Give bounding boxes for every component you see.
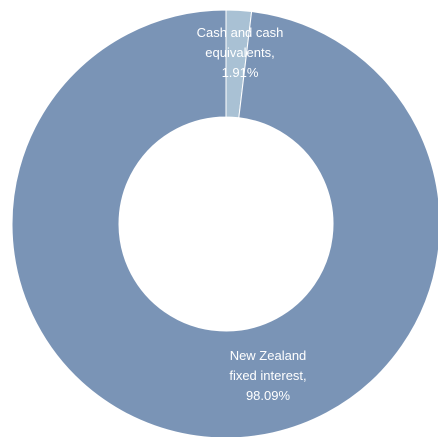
donut-slice-2 — [11, 9, 438, 437]
donut-slices — [11, 9, 438, 437]
slice-label-2-line-2: fixed interest, — [229, 368, 306, 383]
slice-label-2: New Zealand fixed interest, 98.09% — [229, 348, 306, 403]
donut-labels: Cash and cash equivalents, 1.91% New Zealan… — [197, 25, 307, 403]
slice-label-2-line-3: 98.09% — [246, 388, 291, 403]
slice-label-1-line-1: Cash and cash — [197, 25, 284, 40]
slice-label-2-line-1: New Zealand — [230, 348, 307, 363]
slice-label-1: Cash and cash equivalents, 1.91% — [197, 25, 284, 80]
slice-label-1-line-2: equivalents, — [205, 45, 274, 60]
slice-label-1-line-3: 1.91% — [222, 65, 259, 80]
